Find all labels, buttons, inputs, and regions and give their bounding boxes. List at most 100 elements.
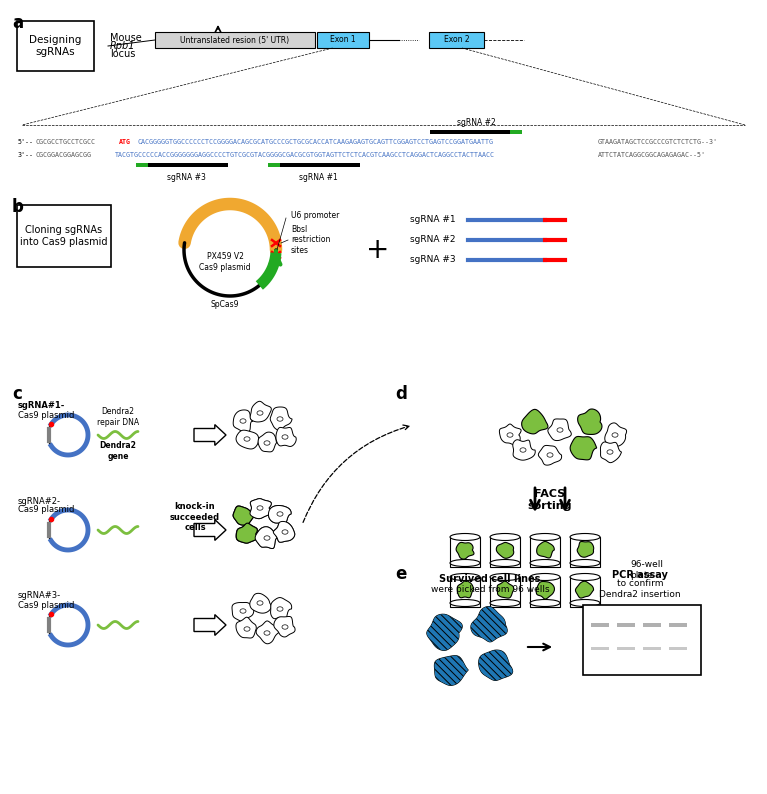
- Text: CGCGCCTGCCTCGCC: CGCGCCTGCCTCGCC: [36, 139, 96, 145]
- Text: were picked from 96 wells: were picked from 96 wells: [431, 584, 549, 593]
- Polygon shape: [236, 523, 257, 543]
- Bar: [430, 130, 510, 134]
- Polygon shape: [434, 656, 468, 685]
- Polygon shape: [537, 542, 555, 558]
- Text: c: c: [12, 385, 22, 403]
- Ellipse shape: [244, 532, 250, 536]
- Ellipse shape: [282, 530, 288, 534]
- Text: 5'--: 5'--: [18, 139, 34, 145]
- Bar: [617, 623, 635, 627]
- Ellipse shape: [530, 534, 560, 541]
- Ellipse shape: [530, 599, 560, 607]
- Ellipse shape: [507, 433, 513, 437]
- Bar: [643, 647, 661, 650]
- Text: CGCGGACGGAGCGG: CGCGGACGGAGCGG: [36, 152, 92, 158]
- Ellipse shape: [264, 536, 270, 540]
- Ellipse shape: [282, 530, 288, 534]
- Bar: [530, 537, 560, 566]
- Polygon shape: [538, 445, 561, 465]
- Text: locus: locus: [110, 49, 135, 59]
- Polygon shape: [232, 603, 254, 622]
- Polygon shape: [479, 650, 512, 680]
- Polygon shape: [255, 526, 278, 549]
- Ellipse shape: [257, 506, 263, 511]
- Ellipse shape: [530, 560, 560, 566]
- Bar: [148, 163, 228, 167]
- Text: TACGTGCCCCCACCGGGGGGGAGGCCCCTGTCGCGTACGGGGCGACGCGTGGTAGTTCTCTCACGTCAAGCCTCAGGACT: TACGTGCCCCCACCGGGGGGGAGGCCCCTGTCGCGTACGG…: [115, 152, 495, 158]
- Bar: [669, 623, 687, 627]
- Text: sgRNA #2: sgRNA #2: [456, 118, 495, 127]
- Text: +: +: [367, 236, 390, 264]
- Text: sgRNA #3: sgRNA #3: [410, 256, 456, 264]
- Polygon shape: [496, 542, 514, 558]
- Text: Untranslated resion (5' UTR): Untranslated resion (5' UTR): [180, 36, 290, 44]
- Text: ATTCTATCAGGCGGCAGAGAGAC--5': ATTCTATCAGGCGGCAGAGAGAC--5': [598, 152, 706, 158]
- Ellipse shape: [264, 630, 270, 635]
- Polygon shape: [456, 542, 474, 559]
- Bar: [280, 163, 360, 167]
- Ellipse shape: [490, 599, 520, 607]
- Ellipse shape: [607, 449, 613, 454]
- Text: Rpb1: Rpb1: [110, 41, 136, 51]
- Text: sgRNA #2: sgRNA #2: [410, 236, 456, 245]
- Polygon shape: [499, 424, 521, 445]
- Bar: [583, 605, 701, 675]
- Text: Mouse: Mouse: [110, 33, 142, 43]
- Text: 3'--: 3'--: [18, 152, 34, 158]
- Bar: [591, 623, 609, 627]
- Text: SpCas9: SpCas9: [211, 300, 239, 309]
- Bar: [450, 537, 480, 566]
- Ellipse shape: [557, 428, 563, 432]
- Text: sgRNA #1: sgRNA #1: [298, 173, 337, 182]
- Polygon shape: [605, 423, 627, 446]
- Ellipse shape: [570, 599, 600, 607]
- Polygon shape: [273, 522, 295, 542]
- Text: BbsI
restriction
sites: BbsI restriction sites: [291, 225, 331, 255]
- Ellipse shape: [257, 410, 263, 415]
- Bar: [669, 647, 687, 650]
- Ellipse shape: [450, 599, 480, 607]
- Polygon shape: [250, 401, 272, 422]
- Ellipse shape: [450, 560, 480, 566]
- FancyBboxPatch shape: [17, 21, 94, 71]
- Bar: [268, 163, 280, 167]
- Polygon shape: [601, 442, 621, 463]
- Polygon shape: [276, 427, 296, 446]
- Polygon shape: [471, 607, 507, 642]
- Ellipse shape: [244, 626, 250, 631]
- Polygon shape: [250, 499, 272, 518]
- Ellipse shape: [277, 512, 283, 516]
- Text: Exon 2: Exon 2: [443, 36, 469, 44]
- Bar: [510, 130, 522, 134]
- Ellipse shape: [547, 453, 553, 457]
- Polygon shape: [479, 650, 512, 680]
- Bar: [317, 32, 369, 48]
- Bar: [570, 577, 600, 607]
- Polygon shape: [233, 506, 255, 525]
- Polygon shape: [236, 430, 258, 449]
- Bar: [570, 537, 600, 566]
- Text: sgRNA #3: sgRNA #3: [166, 173, 206, 182]
- Polygon shape: [250, 593, 271, 613]
- Ellipse shape: [240, 418, 246, 423]
- Ellipse shape: [277, 607, 283, 611]
- Ellipse shape: [570, 534, 600, 541]
- Ellipse shape: [240, 514, 246, 518]
- Ellipse shape: [520, 448, 526, 453]
- Polygon shape: [578, 409, 602, 434]
- Bar: [450, 577, 480, 607]
- Text: a: a: [12, 14, 23, 32]
- Ellipse shape: [570, 573, 600, 580]
- Ellipse shape: [490, 573, 520, 580]
- Polygon shape: [513, 440, 535, 461]
- Polygon shape: [575, 581, 594, 598]
- Text: e: e: [395, 565, 407, 583]
- Polygon shape: [427, 615, 463, 650]
- Ellipse shape: [282, 625, 288, 629]
- Text: PCR assay: PCR assay: [612, 570, 668, 580]
- Text: sgRNA#2-: sgRNA#2-: [18, 496, 61, 506]
- Bar: [136, 163, 148, 167]
- Polygon shape: [471, 607, 507, 642]
- Ellipse shape: [264, 441, 270, 445]
- Polygon shape: [271, 598, 291, 619]
